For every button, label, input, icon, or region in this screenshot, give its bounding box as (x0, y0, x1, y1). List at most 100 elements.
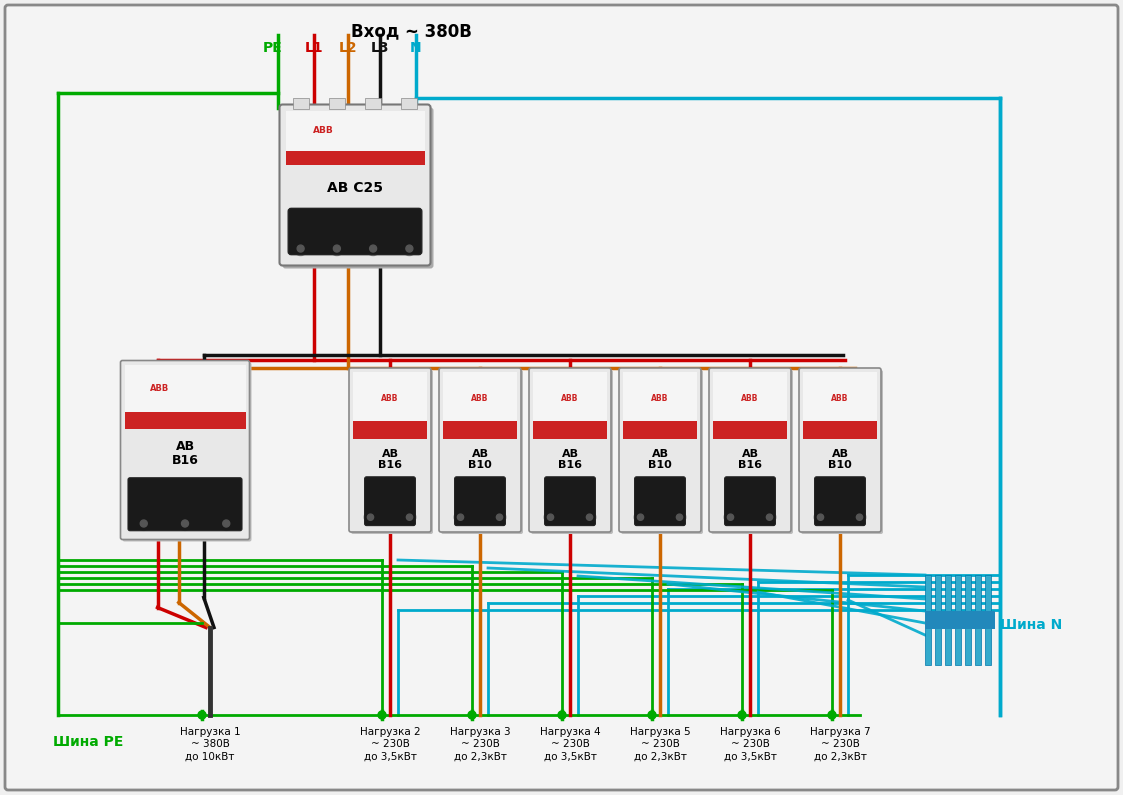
FancyBboxPatch shape (709, 368, 791, 532)
Circle shape (457, 514, 464, 520)
FancyBboxPatch shape (634, 477, 685, 525)
Text: Нагрузка 2
~ 230В
до 3,5кВт: Нагрузка 2 ~ 230В до 3,5кВт (359, 727, 420, 762)
Text: АВ
B16: АВ B16 (172, 440, 199, 467)
Circle shape (364, 511, 376, 523)
Text: ABB: ABB (382, 394, 399, 403)
Text: ABB: ABB (651, 394, 668, 403)
FancyBboxPatch shape (128, 478, 241, 531)
Circle shape (366, 242, 380, 255)
Bar (975, 575, 982, 665)
Circle shape (402, 242, 417, 255)
Circle shape (137, 517, 150, 530)
Circle shape (545, 511, 557, 523)
Bar (713, 421, 787, 439)
Text: ABB: ABB (562, 394, 578, 403)
Text: ABB: ABB (831, 394, 849, 403)
FancyBboxPatch shape (365, 477, 416, 525)
Circle shape (405, 245, 413, 252)
Bar (442, 421, 517, 439)
FancyBboxPatch shape (801, 370, 883, 534)
FancyBboxPatch shape (349, 368, 431, 532)
Circle shape (547, 514, 554, 520)
Bar (442, 372, 517, 423)
Circle shape (369, 245, 376, 252)
Text: АВ
B10: АВ B10 (648, 449, 672, 471)
Circle shape (496, 514, 503, 520)
Circle shape (638, 514, 643, 520)
Circle shape (766, 514, 773, 520)
Circle shape (558, 711, 566, 719)
Bar (353, 421, 427, 439)
Circle shape (738, 711, 746, 719)
Circle shape (814, 511, 827, 523)
Text: L2: L2 (338, 41, 357, 55)
Text: L3: L3 (371, 41, 389, 55)
Circle shape (298, 245, 304, 252)
Text: АВ С25: АВ С25 (327, 181, 383, 195)
Text: Нагрузка 1
~ 380В
до 10кВт: Нагрузка 1 ~ 380В до 10кВт (180, 727, 240, 762)
Bar (985, 575, 992, 665)
Text: Нагрузка 7
~ 230В
до 2,3кВт: Нагрузка 7 ~ 230В до 2,3кВт (810, 727, 870, 762)
FancyBboxPatch shape (122, 363, 252, 541)
Bar (965, 575, 971, 665)
Circle shape (367, 514, 374, 520)
Text: АВ
B10: АВ B10 (468, 449, 492, 471)
Circle shape (857, 514, 862, 520)
Bar (285, 111, 424, 154)
Text: ABB: ABB (741, 394, 759, 403)
FancyBboxPatch shape (529, 368, 611, 532)
Circle shape (586, 514, 593, 520)
Circle shape (182, 520, 189, 527)
Text: Вход ~ 380В: Вход ~ 380В (350, 22, 472, 40)
Bar (365, 99, 381, 109)
Circle shape (179, 517, 192, 530)
Circle shape (674, 511, 686, 523)
Circle shape (407, 514, 412, 520)
FancyBboxPatch shape (280, 104, 430, 266)
Circle shape (648, 711, 656, 719)
Circle shape (222, 520, 230, 527)
Circle shape (294, 242, 308, 255)
Text: Нагрузка 6
~ 230В
до 3,5кВт: Нагрузка 6 ~ 230В до 3,5кВт (720, 727, 780, 762)
Bar (623, 421, 697, 439)
Bar (401, 99, 418, 109)
Circle shape (455, 511, 467, 523)
Circle shape (330, 242, 344, 255)
Text: Нагрузка 5
~ 230В
до 2,3кВт: Нагрузка 5 ~ 230В до 2,3кВт (630, 727, 691, 762)
Circle shape (724, 511, 737, 523)
Bar (803, 372, 877, 423)
Bar (285, 151, 424, 165)
Circle shape (676, 514, 683, 520)
Circle shape (853, 511, 866, 523)
Circle shape (468, 711, 476, 719)
Text: АВ
B10: АВ B10 (828, 449, 852, 471)
Text: Шина PE: Шина PE (53, 735, 124, 749)
FancyBboxPatch shape (798, 368, 882, 532)
Circle shape (764, 511, 776, 523)
Bar (925, 611, 995, 629)
Text: L1: L1 (305, 41, 323, 55)
Text: PE: PE (263, 41, 282, 55)
Circle shape (828, 711, 836, 719)
FancyBboxPatch shape (619, 368, 701, 532)
Bar (353, 372, 427, 423)
FancyBboxPatch shape (455, 477, 505, 525)
Circle shape (198, 711, 206, 719)
Bar (125, 412, 246, 429)
FancyBboxPatch shape (621, 370, 703, 534)
Circle shape (818, 514, 823, 520)
Text: АВ
B16: АВ B16 (558, 449, 582, 471)
Circle shape (728, 514, 733, 520)
FancyBboxPatch shape (4, 5, 1119, 790)
Bar (293, 99, 309, 109)
Bar (944, 575, 951, 665)
Circle shape (493, 511, 505, 523)
Circle shape (403, 511, 416, 523)
FancyBboxPatch shape (814, 477, 866, 525)
Text: Нагрузка 4
~ 230В
до 3,5кВт: Нагрузка 4 ~ 230В до 3,5кВт (540, 727, 601, 762)
Circle shape (219, 517, 234, 530)
Bar (935, 575, 941, 665)
Bar (125, 364, 246, 413)
Text: ABB: ABB (150, 384, 170, 394)
FancyBboxPatch shape (289, 208, 422, 254)
